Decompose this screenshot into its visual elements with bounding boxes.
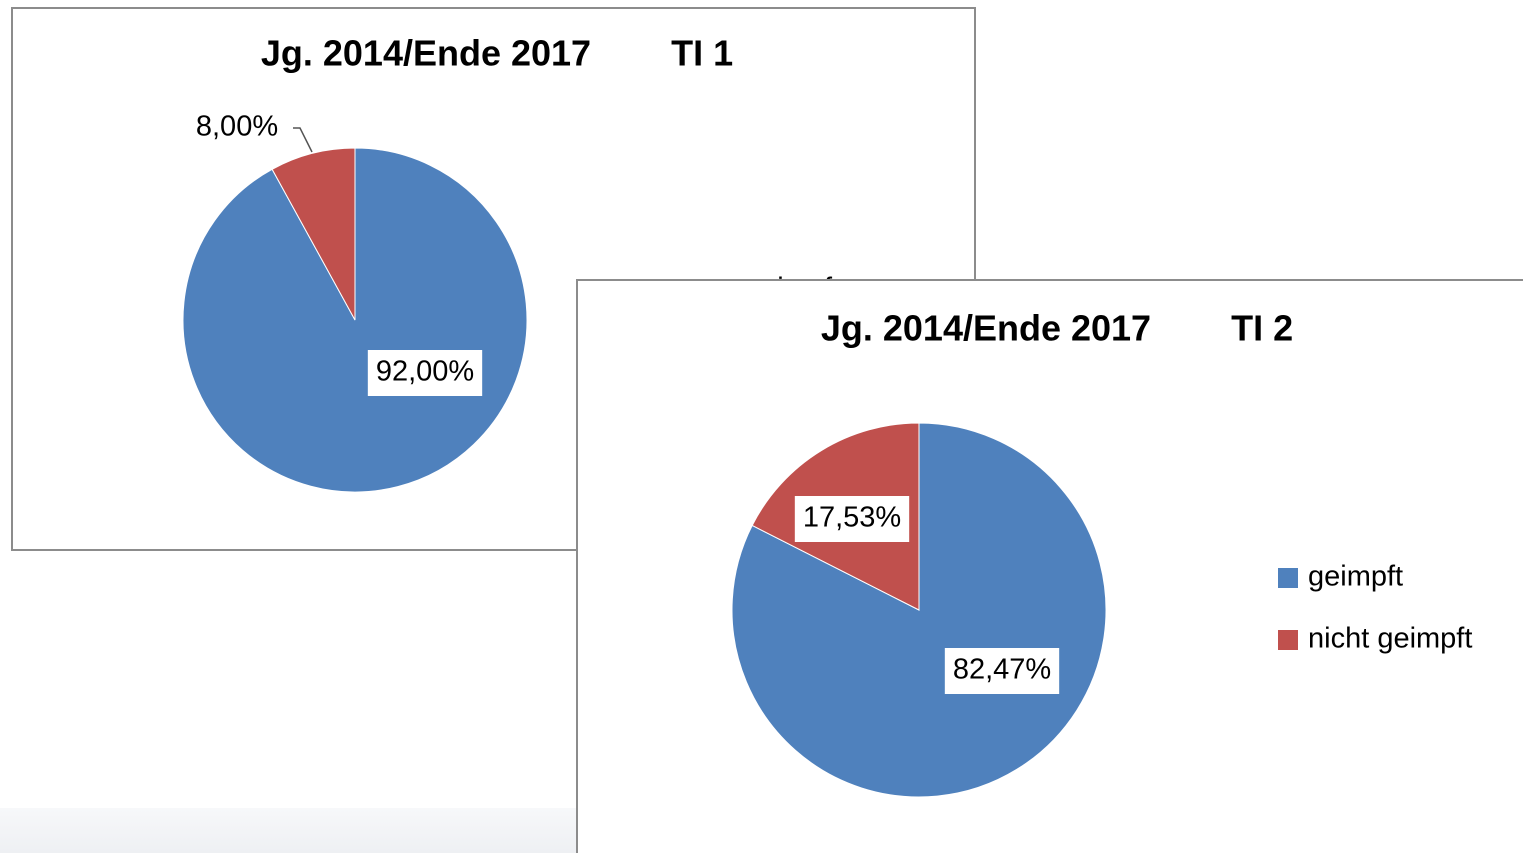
legend-swatch <box>1278 568 1298 588</box>
pie-slice <box>182 147 528 493</box>
data-label-box <box>794 496 910 542</box>
data-label-box <box>367 350 483 396</box>
data-label: 17,53% <box>803 502 901 534</box>
chart-title: Jg. 2014/Ende 2017 TI 1 <box>261 33 733 74</box>
legend-swatch <box>1278 630 1298 650</box>
pie-slice <box>271 147 356 321</box>
data-label-box <box>944 648 1060 694</box>
data-label: 92,00% <box>376 356 474 388</box>
legend-label: geimpft <box>1308 561 1403 593</box>
legend-label: nicht geimpft <box>1308 623 1472 655</box>
leader-line <box>293 127 313 153</box>
data-label: 82,47% <box>953 654 1051 686</box>
background-strip <box>0 808 577 853</box>
pie-chart: Jg. 2014/Ende 2017 TI 2 82,47% 17,53% geimp… <box>576 279 1523 853</box>
data-label: 8,00% <box>196 111 278 143</box>
chart-title: Jg. 2014/Ende 2017 TI 2 <box>821 308 1293 349</box>
